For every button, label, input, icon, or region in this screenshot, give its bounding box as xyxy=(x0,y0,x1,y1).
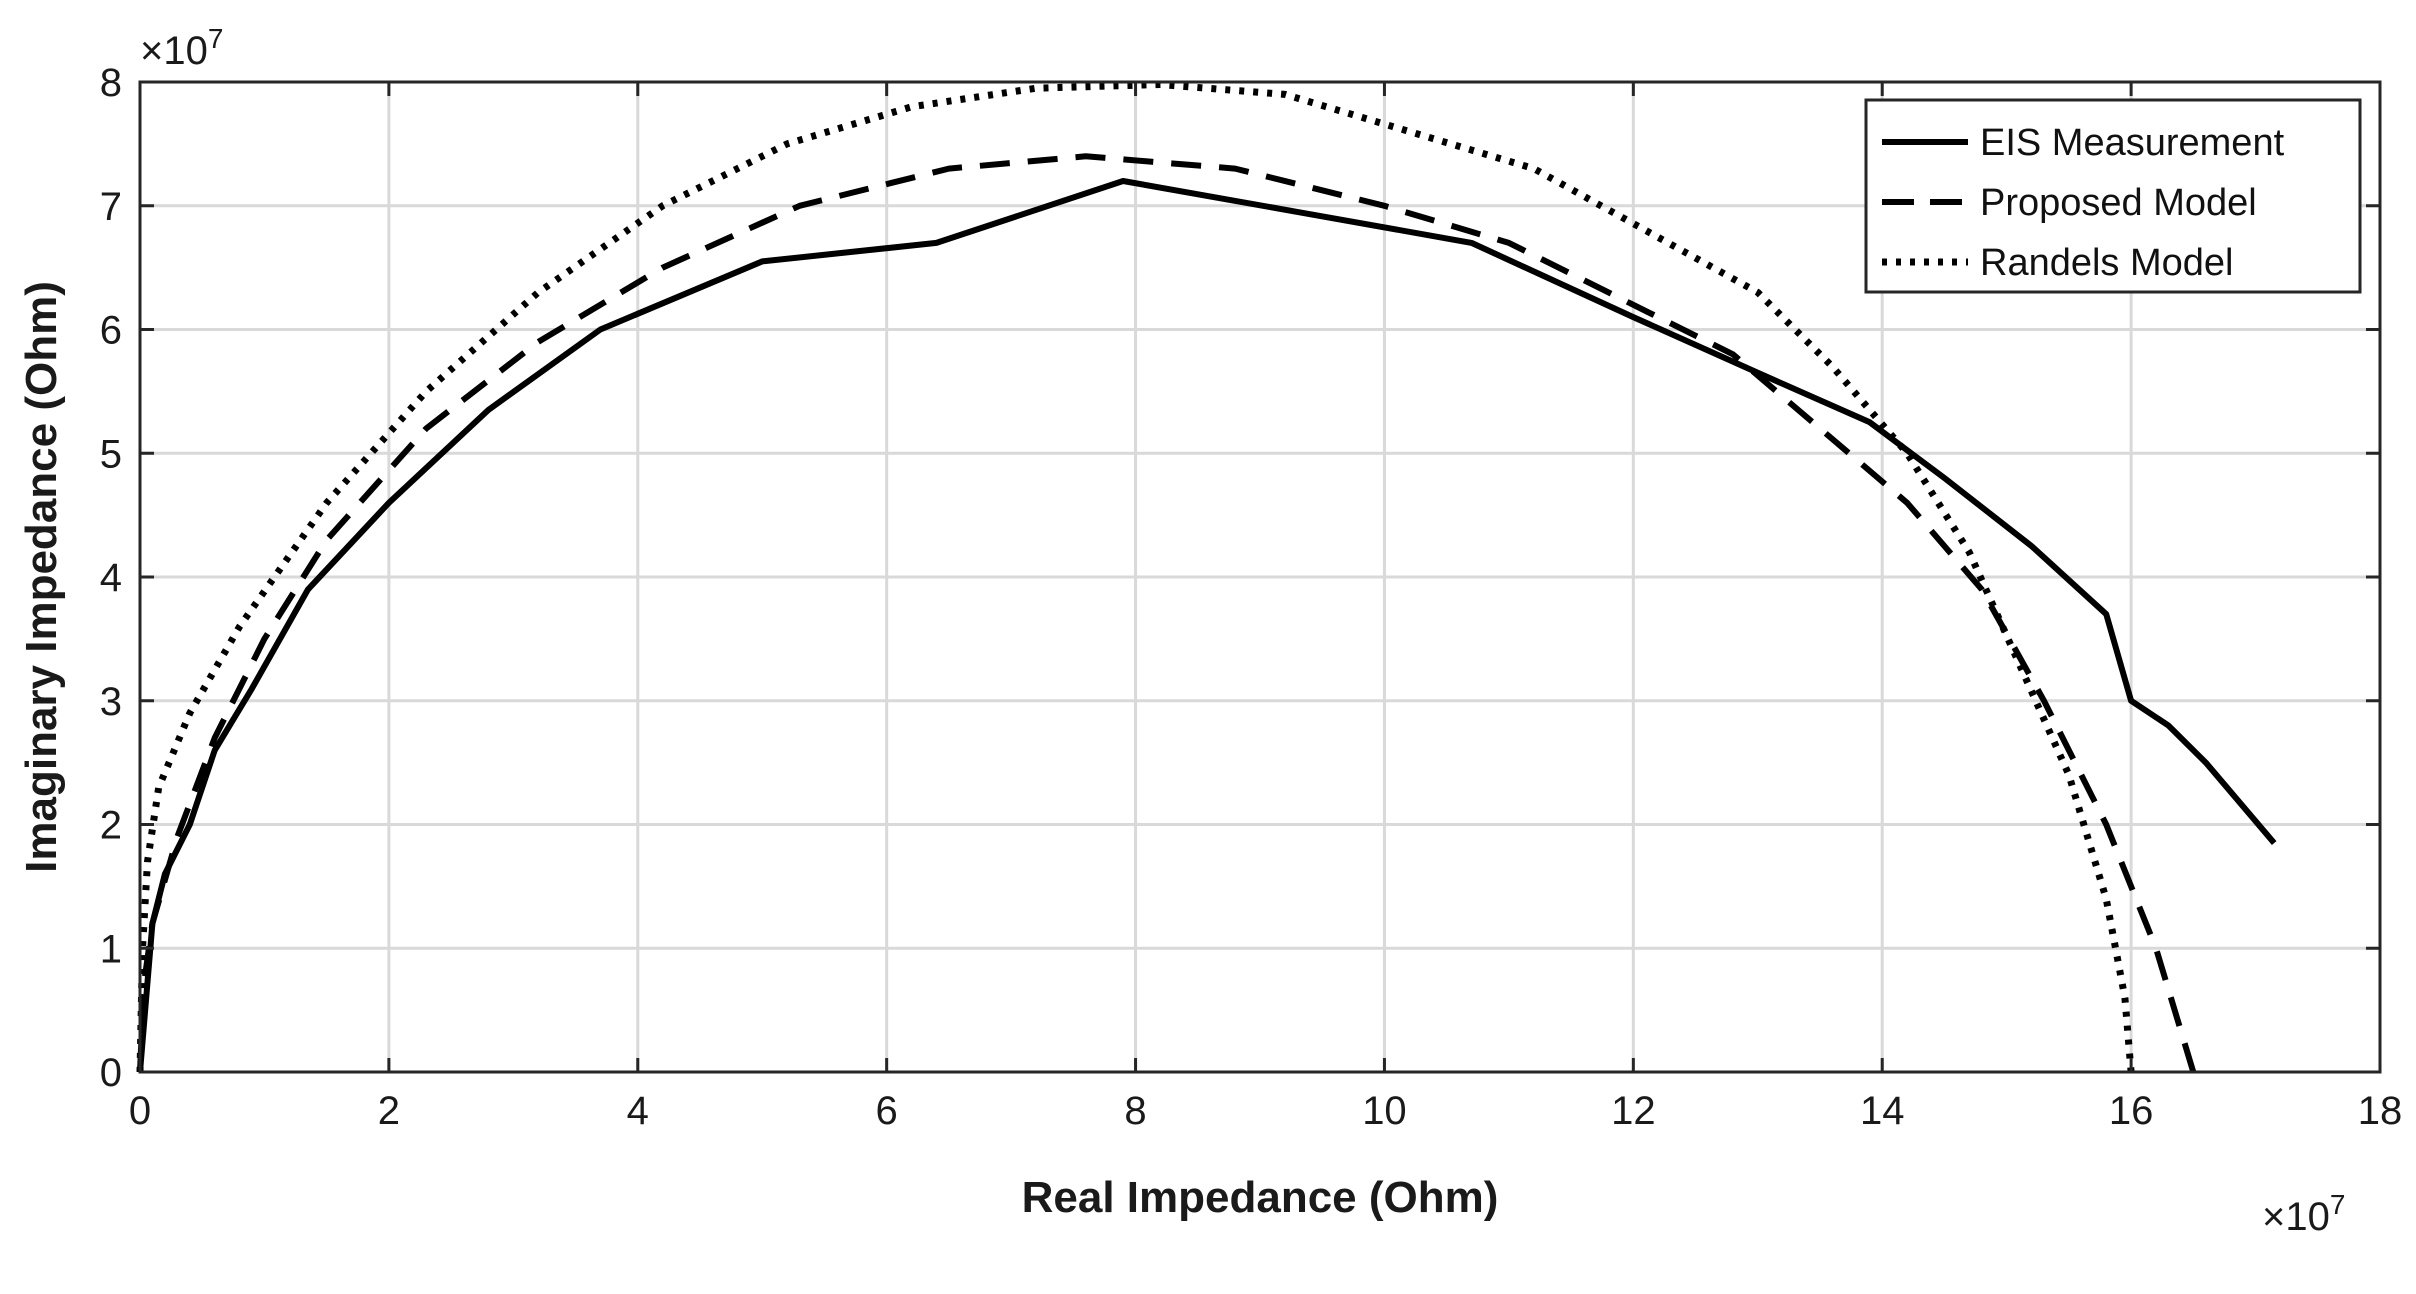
legend-label-1: EIS Measurement xyxy=(1980,122,2285,164)
x-tick-label: 18 xyxy=(2358,1089,2403,1133)
x-tick-label: 10 xyxy=(1362,1089,1407,1133)
y-tick-label: 8 xyxy=(100,61,122,105)
x-tick-label: 8 xyxy=(1124,1089,1146,1133)
x-tick-label: 2 xyxy=(378,1089,400,1133)
legend-box xyxy=(1864,98,2362,294)
series-line-2 xyxy=(137,153,2197,1073)
series-lines xyxy=(136,81,2277,1073)
x-axis-multiplier: ×107 xyxy=(2262,1189,2345,1239)
x-tick-label: 14 xyxy=(1860,1089,1905,1133)
legend-label-2: Proposed Model xyxy=(1980,182,2257,224)
y-tick-label: 4 xyxy=(100,556,122,600)
x-tick-label: 0 xyxy=(129,1089,151,1133)
x-tick-label: 16 xyxy=(2109,1089,2154,1133)
y-axis-label: Imaginary Impedance (Ohm) xyxy=(17,281,66,873)
y-tick-label: 3 xyxy=(100,680,122,724)
series-line-3 xyxy=(136,81,2135,1073)
legend-label-3: Randels Model xyxy=(1980,242,2233,284)
x-tick-label: 4 xyxy=(627,1089,649,1133)
x-tick-label: 6 xyxy=(876,1089,898,1133)
x-axis-label: Real Impedance (Ohm) xyxy=(1022,1173,1499,1222)
y-tick-label: 1 xyxy=(100,927,122,971)
y-tick-label: 0 xyxy=(100,1051,122,1095)
y-axis-multiplier: ×107 xyxy=(140,23,223,73)
series-line-1 xyxy=(137,178,2277,1073)
x-tick-label: 12 xyxy=(1611,1089,1656,1133)
y-tick-label: 7 xyxy=(100,185,122,229)
y-tick-label: 5 xyxy=(100,432,122,476)
legend: EIS Measurement Proposed Model Randels Mod… xyxy=(1864,98,2362,294)
y-tick-label: 2 xyxy=(100,804,122,848)
y-tick-label: 6 xyxy=(100,309,122,353)
